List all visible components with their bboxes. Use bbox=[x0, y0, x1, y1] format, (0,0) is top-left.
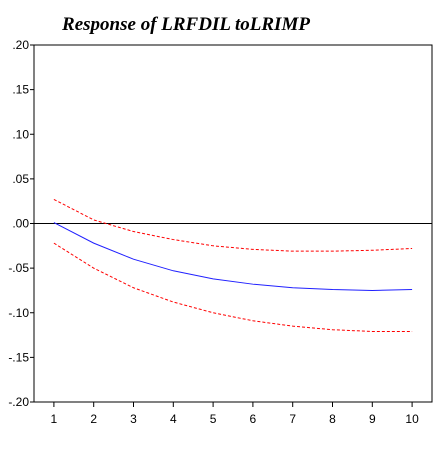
x-tick-label: 5 bbox=[210, 412, 217, 426]
y-tick-label: -.15 bbox=[8, 350, 29, 364]
x-tick-label: 8 bbox=[329, 412, 336, 426]
y-tick-label: -.10 bbox=[8, 306, 29, 320]
x-axis: 1 2 3 4 5 6 7 8 9 10 bbox=[51, 402, 419, 426]
x-tick-label: 4 bbox=[170, 412, 177, 426]
x-tick-label: 9 bbox=[369, 412, 376, 426]
y-axis: .20 .15 .10 .05 .00 -.05 -.10 -.15 -.20 bbox=[8, 38, 34, 409]
x-tick-label: 6 bbox=[250, 412, 257, 426]
y-tick-label: -.20 bbox=[8, 395, 29, 409]
x-tick-label: 7 bbox=[289, 412, 296, 426]
y-tick-label: .10 bbox=[12, 127, 29, 141]
y-tick-label: .20 bbox=[12, 38, 29, 52]
x-tick-label: 10 bbox=[405, 412, 419, 426]
x-tick-label: 1 bbox=[51, 412, 58, 426]
y-tick-label: .00 bbox=[12, 217, 29, 231]
series-line-response bbox=[53, 222, 413, 291]
series-line-upper-band bbox=[53, 198, 413, 252]
chart-title: Response of LRFDIL toLRIMP bbox=[61, 14, 310, 35]
y-tick-label: .05 bbox=[12, 172, 29, 186]
x-tick-label: 2 bbox=[90, 412, 97, 426]
series-group bbox=[53, 198, 413, 332]
series-line-lower-band bbox=[53, 242, 413, 332]
y-tick-label: .15 bbox=[12, 83, 29, 97]
x-tick-label: 3 bbox=[130, 412, 137, 426]
y-tick-label: -.05 bbox=[8, 261, 29, 275]
